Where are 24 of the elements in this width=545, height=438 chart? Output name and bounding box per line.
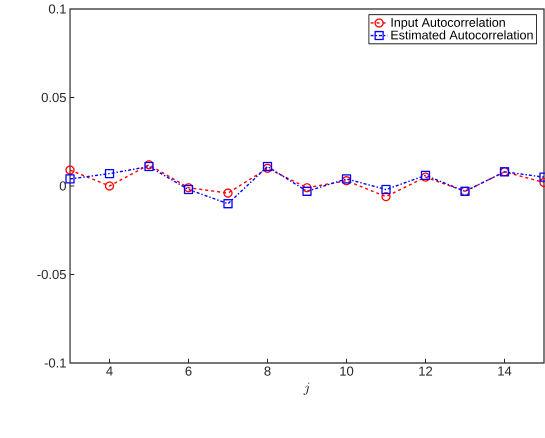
- point: [104, 181, 114, 191]
- point: [104, 168, 114, 178]
- point: [65, 165, 75, 175]
- point: [381, 184, 391, 194]
- legend-label: Estimated Autocorrelation: [391, 30, 533, 40]
- y-tick-label: 0: [60, 181, 66, 191]
- y-tick-label: -0.1: [44, 358, 66, 368]
- legend-label: Input Autocorrelation: [392, 18, 505, 30]
- x-tick-label: 8: [264, 366, 271, 376]
- x-tick-label: 10: [340, 366, 354, 376]
- point: [223, 199, 233, 208]
- y-tick-label: 0.1: [48, 4, 66, 14]
- point: [381, 192, 391, 202]
- x-axis-title: $j$: [303, 382, 310, 395]
- point: [65, 174, 75, 184]
- x-tick-label: 14: [498, 366, 512, 376]
- x-tick-label: 6: [186, 366, 192, 376]
- y-tick-label: -0.05: [37, 270, 66, 280]
- point: [302, 183, 312, 192]
- x-tick-label: 4: [106, 366, 113, 376]
- point: [223, 188, 233, 198]
- x-tick-label: 12: [419, 366, 432, 376]
- y-tick-label: 0.05: [42, 92, 66, 102]
- point: [302, 186, 312, 196]
